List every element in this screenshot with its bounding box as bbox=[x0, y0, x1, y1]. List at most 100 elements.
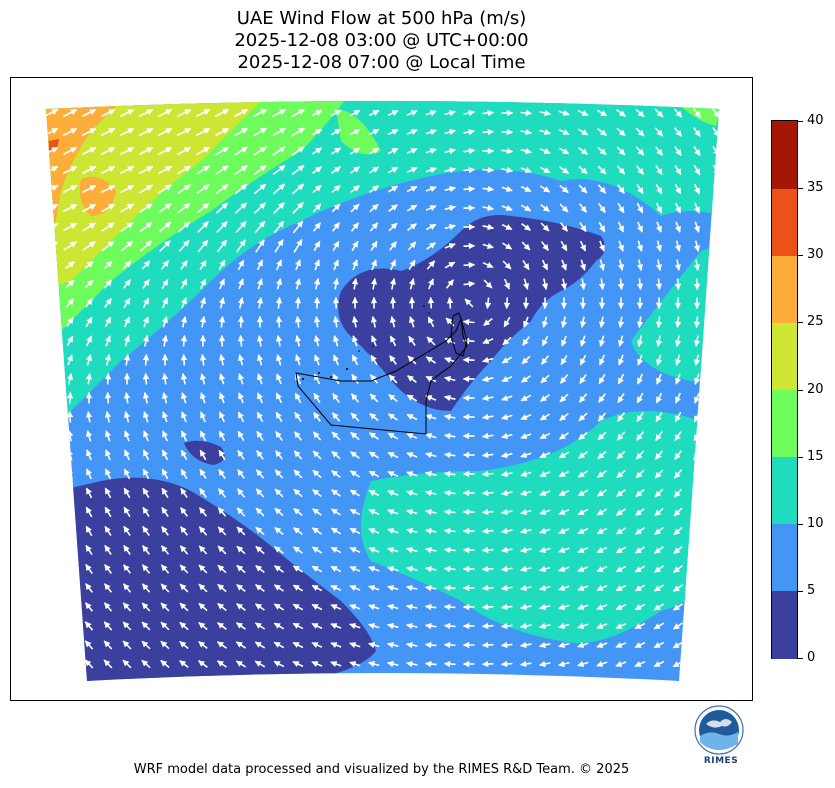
wind-arrow bbox=[349, 470, 361, 478]
wind-arrow bbox=[634, 641, 646, 649]
wind-arrow bbox=[157, 146, 173, 156]
wind-arrow bbox=[273, 603, 285, 611]
wind-arrow bbox=[256, 259, 264, 271]
wind-arrow bbox=[481, 413, 494, 421]
wind-arrow bbox=[254, 603, 265, 611]
wind-arrow bbox=[424, 508, 437, 516]
wind-arrow bbox=[161, 526, 169, 536]
wind-arrow bbox=[635, 146, 645, 156]
wind-arrow bbox=[443, 641, 456, 649]
wind-arrow bbox=[158, 184, 172, 194]
wind-arrow bbox=[105, 449, 112, 461]
wind-arrow bbox=[389, 355, 397, 365]
wind-arrow bbox=[444, 375, 456, 383]
wind-arrow bbox=[672, 622, 684, 630]
wind-arrow bbox=[47, 429, 55, 442]
wind-arrow bbox=[218, 430, 226, 442]
wind-arrow bbox=[253, 127, 268, 137]
wind-arrow bbox=[47, 602, 55, 612]
wind-arrow bbox=[482, 204, 495, 212]
wind-arrow bbox=[234, 202, 248, 214]
wind-arrow bbox=[539, 470, 551, 477]
wind-arrow bbox=[256, 392, 264, 404]
wind-arrow bbox=[405, 603, 418, 611]
wind-arrow bbox=[655, 202, 663, 214]
wind-arrow bbox=[253, 108, 268, 118]
wind-arrow bbox=[199, 278, 207, 290]
wind-arrow bbox=[521, 241, 531, 251]
wind-arrow bbox=[312, 166, 322, 174]
wind-arrow bbox=[577, 622, 589, 629]
wind-arrow bbox=[292, 220, 304, 234]
wind-arrow bbox=[711, 622, 719, 630]
wind-arrow bbox=[179, 640, 189, 650]
wind-arrow bbox=[161, 278, 169, 290]
wind-arrow bbox=[579, 240, 587, 252]
wind-arrow bbox=[272, 183, 286, 195]
wind-arrow bbox=[693, 259, 701, 272]
wind-arrow bbox=[368, 508, 380, 516]
wind-arrow bbox=[199, 259, 207, 271]
wind-arrow bbox=[389, 335, 397, 347]
wind-arrow bbox=[139, 221, 153, 233]
wind-arrow bbox=[292, 584, 304, 592]
wind-arrow bbox=[218, 468, 226, 479]
wind-arrow bbox=[539, 432, 551, 440]
wind-arrow bbox=[500, 470, 513, 478]
wind-arrow bbox=[235, 239, 247, 253]
wind-arrow bbox=[350, 412, 360, 422]
colorbar-tick-label: 10 bbox=[807, 515, 824, 531]
wind-arrow bbox=[368, 432, 379, 440]
wind-arrow bbox=[350, 451, 360, 459]
wind-arrow bbox=[104, 487, 112, 499]
wind-arrow bbox=[673, 127, 683, 137]
wind-arrow bbox=[655, 221, 662, 233]
wind-arrow bbox=[596, 603, 608, 610]
wind-arrow bbox=[369, 185, 380, 193]
wind-arrow bbox=[579, 374, 587, 385]
wind-arrow bbox=[483, 317, 493, 327]
wind-arrow bbox=[103, 583, 113, 593]
wind-arrow bbox=[273, 220, 285, 234]
wind-arrow bbox=[161, 449, 169, 461]
wind-arrow bbox=[692, 507, 702, 517]
wind-arrow bbox=[482, 261, 494, 269]
wind-arrow bbox=[388, 374, 398, 384]
wind-arrow bbox=[502, 260, 512, 270]
wind-arrow bbox=[558, 470, 570, 478]
wind-arrow bbox=[330, 527, 342, 535]
wind-arrow bbox=[294, 411, 302, 423]
wind-arrow bbox=[617, 240, 624, 252]
wind-arrow bbox=[500, 660, 513, 668]
wind-arrow bbox=[596, 622, 608, 629]
wind-arrow bbox=[351, 354, 359, 366]
wind-arrow bbox=[577, 660, 589, 667]
wind-arrow bbox=[237, 315, 245, 328]
wind-arrow bbox=[615, 622, 627, 630]
wind-arrow bbox=[81, 108, 97, 118]
wind-arrow bbox=[616, 146, 626, 156]
wind-arrow bbox=[157, 127, 173, 137]
wind-arrow bbox=[481, 394, 494, 402]
wind-arrow bbox=[330, 128, 342, 136]
wind-arrow bbox=[464, 298, 474, 308]
wind-arrow bbox=[539, 603, 551, 611]
wind-band-0-5-central bbox=[338, 215, 605, 411]
wind-arrow bbox=[710, 641, 719, 649]
wind-arrow bbox=[693, 335, 701, 348]
wind-arrow bbox=[369, 222, 379, 232]
wind-arrow bbox=[142, 468, 150, 480]
wind-arrow bbox=[179, 526, 189, 536]
wind-arrow bbox=[66, 354, 73, 366]
wind-arrow bbox=[387, 565, 399, 573]
wind-arrow bbox=[424, 584, 437, 592]
wind-arrow bbox=[331, 412, 341, 422]
wind-arrow bbox=[82, 241, 96, 251]
wind-arrow bbox=[519, 584, 532, 592]
wind-arrow bbox=[407, 355, 417, 365]
wind-arrow bbox=[66, 582, 74, 593]
wind-arrow bbox=[350, 166, 361, 174]
wind-arrow bbox=[617, 278, 625, 291]
wind-arrow bbox=[598, 203, 606, 214]
wind-arrow bbox=[46, 108, 59, 118]
